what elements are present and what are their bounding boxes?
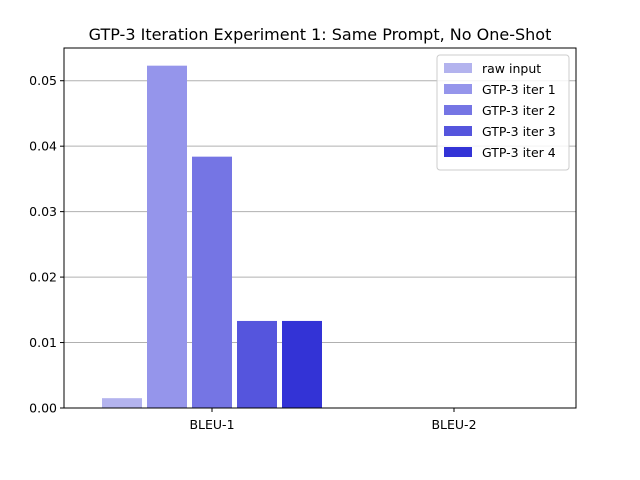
legend-box	[436, 54, 570, 171]
bar-gtp-3-iter-2-bleu-1	[192, 156, 232, 408]
y-tick-label: 0.00	[29, 401, 57, 416]
legend-swatch	[444, 63, 472, 73]
bar-gtp-3-iter-4-bleu-1	[282, 320, 322, 408]
y-tick-label: 0.01	[29, 335, 57, 350]
legend-swatch	[444, 84, 472, 94]
bars	[102, 65, 322, 408]
bar-gtp-3-iter-1-bleu-1	[147, 65, 187, 408]
x-axis: BLEU-1 BLEU-2	[189, 408, 477, 432]
bar-gtp-3-iter-3-bleu-1	[237, 320, 277, 408]
legend-swatch	[444, 126, 472, 136]
legend-label: GTP-3 iter 1	[482, 82, 556, 97]
x-tick-label: BLEU-1	[189, 417, 234, 432]
legend-label: GTP-3 iter 2	[482, 103, 556, 118]
legend-label: GTP-3 iter 4	[482, 145, 556, 160]
y-tick-label: 0.04	[29, 139, 57, 154]
legend: raw input GTP-3 iter 1 GTP-3 iter 2 GTP-3 i…	[436, 54, 570, 171]
plot-frame	[63, 47, 577, 409]
y-tick-label: 0.03	[29, 204, 57, 219]
y-axis: 0.00 0.01 0.02 0.03 0.04 0.05	[29, 73, 64, 416]
bar-raw-input-bleu-1	[102, 398, 142, 408]
y-tick-label: 0.05	[29, 73, 57, 88]
legend-label: GTP-3 iter 3	[482, 124, 556, 139]
y-tick-label: 0.02	[29, 270, 57, 285]
x-tick-label: BLEU-2	[431, 417, 476, 432]
chart-title: GTP-3 Iteration Experiment 1: Same Promp…	[89, 25, 552, 44]
legend-swatch	[444, 105, 472, 115]
legend-swatch	[444, 147, 472, 157]
legend-label: raw input	[482, 61, 541, 76]
